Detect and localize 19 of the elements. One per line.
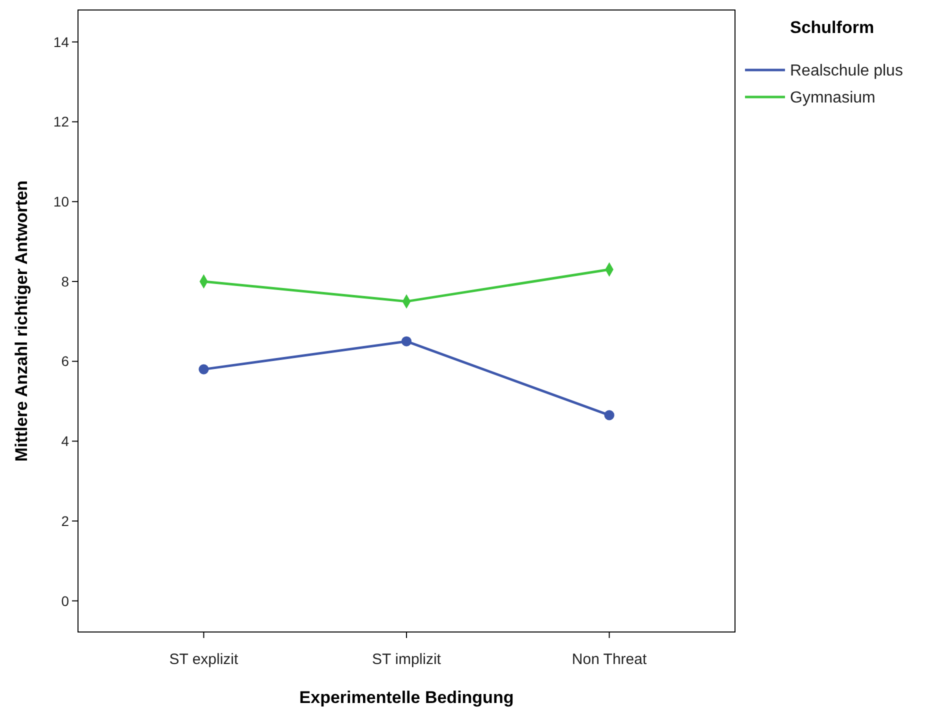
point <box>401 336 412 346</box>
y-tick-label: 6 <box>61 353 70 370</box>
x-tick-label: Non Threat <box>572 651 648 668</box>
x-tick-label: ST explizit <box>169 651 240 668</box>
y-tick-label: 0 <box>61 592 70 609</box>
point <box>198 364 209 374</box>
legend-label: Realschule plus <box>790 62 903 80</box>
x-axis-title: Experimentelle Bedingung <box>299 688 514 707</box>
y-tick-label: 10 <box>53 194 70 210</box>
y-axis-title: Mittlere Anzahl richtiger Antworten <box>12 180 31 462</box>
legend-label: Gymnasium <box>790 90 876 107</box>
y-tick-label: 14 <box>53 34 70 50</box>
y-tick-label: 4 <box>61 433 70 450</box>
y-tick-label: 12 <box>53 114 70 130</box>
legend-title: Schulform <box>790 18 874 37</box>
y-tick-label: 8 <box>61 273 70 290</box>
y-tick-label: 2 <box>61 512 70 529</box>
point <box>604 410 614 420</box>
x-tick-label: ST implizit <box>372 651 442 668</box>
